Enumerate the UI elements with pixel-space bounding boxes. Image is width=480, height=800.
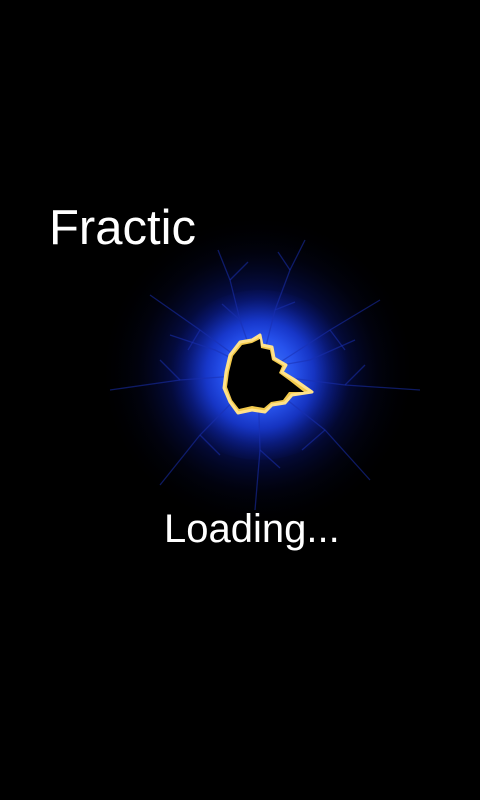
app-title: Fractic <box>49 201 196 255</box>
mandelbrot-fractal-icon <box>98 212 421 530</box>
loading-status-text: Loading... <box>164 507 340 551</box>
